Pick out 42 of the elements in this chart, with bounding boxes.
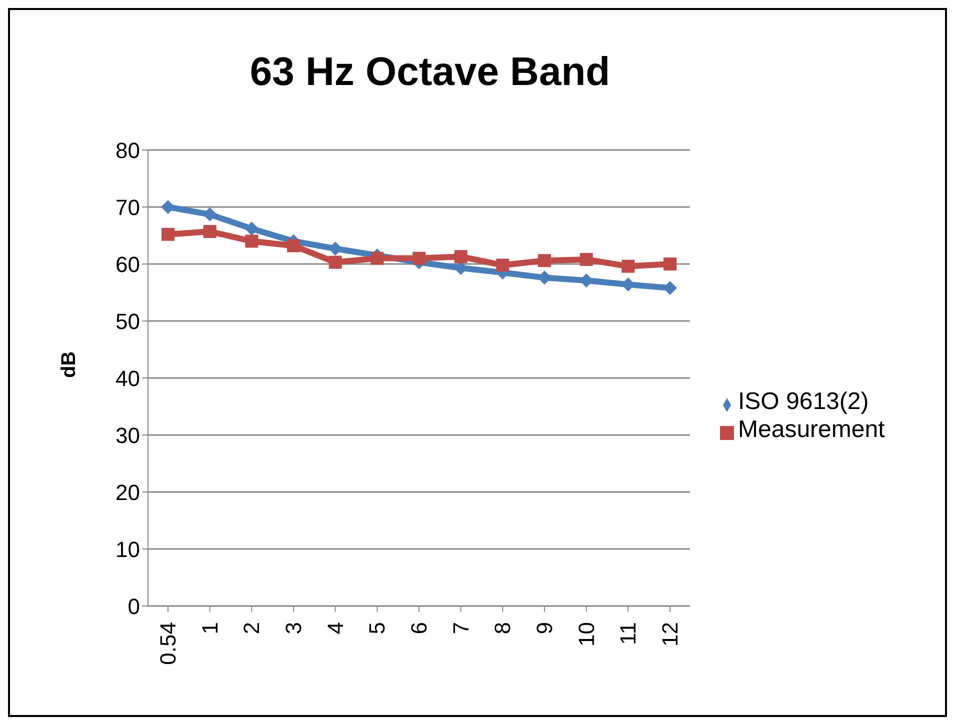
- point: [412, 252, 426, 265]
- point: [496, 258, 510, 272]
- x-tick-label: 3: [281, 622, 306, 634]
- point: [287, 239, 300, 252]
- y-axis-title: dB: [58, 351, 80, 378]
- x-tick-label: 10: [574, 622, 599, 646]
- point: [244, 222, 259, 236]
- x-tick-label: 2: [239, 622, 264, 634]
- point: [328, 256, 342, 269]
- point: [538, 254, 551, 268]
- x-tick-label: 1: [197, 622, 222, 634]
- y-tick-label: 70: [116, 194, 140, 220]
- x-tick-label: 5: [364, 622, 390, 634]
- y-tick-label: 50: [116, 308, 140, 334]
- y-tick-label: 20: [116, 480, 140, 505]
- y-tick-label: 10: [116, 536, 140, 562]
- point: [664, 258, 676, 270]
- y-tick-label: 30: [116, 422, 140, 448]
- y-tick-label: 80: [116, 138, 140, 163]
- x-tick-label: 9: [532, 622, 557, 634]
- x-tick-label: 12: [658, 622, 682, 646]
- point: [328, 242, 342, 256]
- chart-title: 63 Hz Octave Band: [248, 50, 612, 95]
- y-tick-label: 40: [116, 366, 140, 391]
- x-tick-label: 0.54: [156, 622, 180, 665]
- point: [370, 252, 384, 265]
- point: [161, 200, 175, 214]
- legend-label: ISO 9613(2): [738, 388, 869, 415]
- legend-label: Measurement: [738, 416, 885, 443]
- point: [162, 228, 174, 241]
- y-tick-label: 0: [128, 594, 140, 619]
- y-tick-label: 60: [116, 252, 140, 277]
- point: [580, 252, 593, 266]
- point: [454, 250, 468, 264]
- x-tick-label: 4: [322, 622, 348, 634]
- x-tick-label: 6: [406, 622, 432, 634]
- x-tick-label: 7: [448, 622, 474, 634]
- point: [245, 234, 258, 248]
- point: [622, 260, 635, 273]
- x-tick-label: 11: [616, 622, 641, 645]
- x-tick-label: 8: [490, 622, 516, 634]
- point: [203, 225, 216, 238]
